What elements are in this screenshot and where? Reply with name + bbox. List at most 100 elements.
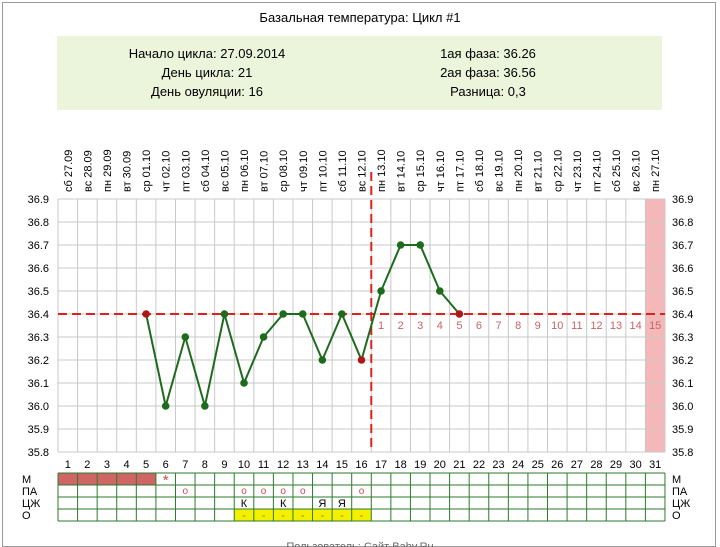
pa-mark: o: [241, 486, 247, 497]
phase2-day-number: 9: [535, 320, 541, 332]
o-mark: -: [242, 510, 246, 522]
date-label: сб 04.10: [200, 150, 212, 192]
y-tick-label-right: 36.9: [672, 194, 693, 206]
pa-mark: o: [182, 486, 188, 497]
day-number-label: 29: [610, 459, 622, 471]
day-number-label: 9: [221, 459, 227, 471]
day-number-label: 30: [629, 459, 641, 471]
day-number-label: 22: [473, 459, 485, 471]
y-tick-label-right: 36.6: [672, 263, 693, 275]
pa-mark: o: [261, 486, 267, 497]
table-row-label-left: ПА: [22, 486, 38, 498]
temperature-point: [142, 310, 150, 318]
discharge-cell: [351, 509, 372, 521]
date-label: пт 03.10: [180, 150, 192, 192]
phase2-day-number: 13: [610, 320, 622, 332]
temperature-point: [279, 310, 287, 318]
date-label: чт 09.10: [298, 151, 310, 192]
y-tick-label-right: 36.0: [672, 401, 693, 413]
day-number-label: 27: [571, 459, 583, 471]
menses-cell: [136, 473, 156, 485]
cj-mark: Я: [338, 498, 346, 510]
temperature-point: [298, 310, 307, 318]
date-label: пт 17.10: [454, 150, 466, 192]
date-label: сб 18.10: [474, 150, 486, 192]
phase2-day-number: 7: [495, 320, 501, 332]
day-number-label: 16: [355, 459, 367, 471]
y-tick-label-right: 36.2: [672, 355, 693, 367]
day-number-label: 2: [84, 459, 90, 471]
phase2-day-number: 5: [456, 320, 462, 332]
day-number-label: 25: [532, 459, 544, 471]
y-tick-label-left: 36.9: [28, 194, 49, 206]
footer-text: Пользователь: Сайт Baby.Ru: [286, 541, 434, 547]
date-label: пн 13.10: [376, 149, 388, 192]
date-label: пт 10.10: [317, 150, 329, 192]
table-row-label-right: О: [672, 510, 681, 522]
y-tick-label-right: 36.8: [672, 217, 693, 229]
temperature-point: [416, 241, 425, 249]
o-mark: -: [281, 510, 285, 522]
temperature-point: [181, 333, 190, 341]
date-label: ср 15.10: [415, 150, 427, 192]
y-tick-label-left: 36.4: [28, 309, 49, 321]
phase2-day-number: 2: [398, 320, 404, 332]
table-row-label-left: М: [22, 474, 31, 486]
day-number-label: 31: [649, 459, 661, 471]
day-number-label: 28: [590, 459, 602, 471]
date-label: вт 21.10: [533, 151, 545, 192]
o-mark: -: [320, 510, 324, 522]
y-tick-label-left: 36.3: [28, 332, 49, 344]
table-row-label-left: О: [22, 510, 31, 522]
y-tick-label-left: 36.7: [28, 240, 49, 252]
difference-text: Разница: 0,3: [450, 84, 526, 99]
temperature-point: [201, 402, 209, 410]
temperature-point: [455, 310, 464, 318]
temperature-point: [318, 356, 327, 364]
highlight-column: [645, 199, 665, 452]
date-label: пн 20.10: [513, 149, 525, 192]
day-number-label: 1: [65, 459, 71, 471]
y-tick-label-right: 36.3: [672, 332, 693, 344]
y-tick-label-right: 36.1: [672, 378, 693, 390]
temperature-point: [161, 402, 170, 410]
menses-cell: [58, 473, 78, 485]
discharge-cell: [234, 509, 254, 521]
temperature-point: [436, 287, 444, 295]
temperature-point: [396, 241, 405, 249]
discharge-cell: [332, 509, 352, 521]
temperature-point: [338, 310, 346, 318]
y-tick-label-right: 36.7: [672, 240, 693, 252]
date-label: чт 02.10: [161, 151, 173, 192]
date-label: ср 22.10: [552, 150, 564, 192]
discharge-cell: [312, 509, 333, 521]
phase2-text: 2ая фаза: 36.56: [440, 65, 536, 80]
y-tick-label-right: 36.5: [672, 286, 693, 298]
pa-mark: o: [300, 486, 306, 497]
day-number-label: 14: [316, 459, 328, 471]
menses-cell: [77, 473, 98, 485]
day-number-label: 18: [395, 459, 407, 471]
date-label: пт 24.10: [591, 150, 603, 192]
pa-mark: o: [280, 486, 286, 497]
y-tick-label-left: 36.1: [28, 378, 49, 390]
menses-cell: [116, 473, 137, 485]
day-number-label: 3: [104, 459, 110, 471]
date-label: сб 27.09: [63, 150, 75, 192]
y-tick-label-left: 35.8: [28, 447, 49, 459]
temperature-line: [145, 244, 461, 407]
temperature-point: [259, 333, 268, 341]
phase2-day-number: 10: [551, 320, 563, 332]
phase2-day-number: 8: [515, 320, 521, 332]
date-label: сб 25.10: [611, 150, 623, 192]
day-number-label: 11: [258, 459, 269, 471]
y-tick-label-right: 35.8: [672, 447, 693, 459]
date-label: пн 29.09: [102, 149, 114, 192]
y-tick-label-left: 36.8: [28, 217, 49, 229]
table-row-label-right: ПА: [672, 486, 688, 498]
date-label: вт 14.10: [396, 151, 408, 192]
o-mark: -: [340, 510, 344, 522]
temperature-point: [220, 310, 229, 318]
phase2-day-number: 6: [476, 320, 482, 332]
